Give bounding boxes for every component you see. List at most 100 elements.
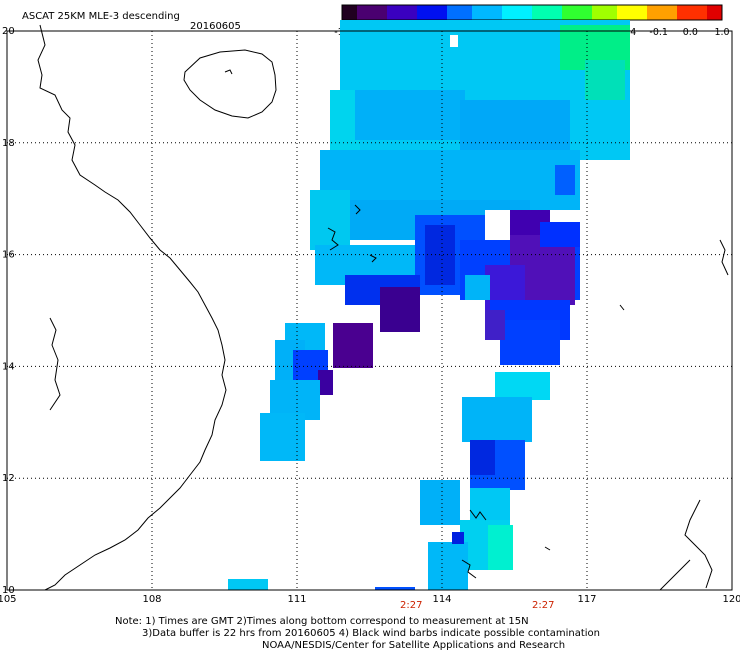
colorbar-swatch <box>687 5 693 20</box>
lat-tick-label: 12 <box>2 473 15 484</box>
island <box>461 559 477 579</box>
footnote-line-2: 3)Data buffer is 22 hrs from 20160605 4)… <box>142 628 600 639</box>
colorbar-swatch <box>407 5 413 20</box>
colorbar-swatch <box>382 5 388 20</box>
colorbar-swatch <box>712 5 718 20</box>
colorbar-swatch <box>542 5 548 20</box>
island <box>369 254 377 263</box>
colorbar-swatch <box>567 5 573 20</box>
swath-cell <box>585 60 625 100</box>
swath-cell <box>310 190 350 250</box>
colorbar-swatch <box>582 5 588 20</box>
colorbar-swatch <box>372 5 378 20</box>
swath-cell <box>500 320 560 365</box>
swath-cell <box>452 532 464 544</box>
swath-cell <box>555 165 575 195</box>
colorbar-swatch <box>702 5 708 20</box>
swath-cell <box>465 275 490 300</box>
map-area: 105 108 111 114 117 120 20 18 16 14 12 10 2:27 2:2… <box>0 20 740 611</box>
coastline-hainan <box>183 49 277 119</box>
swath-cell <box>260 413 305 461</box>
colorbar-swatch <box>427 5 433 20</box>
lat-tick-label: 18 <box>2 138 15 149</box>
lon-tick-label: 114 <box>432 594 451 605</box>
colorbar-swatch <box>357 5 363 20</box>
lon-tick-label: 108 <box>142 594 161 605</box>
swath-cell <box>462 397 532 442</box>
colorbar-swatch <box>527 5 533 20</box>
lat-tick-label: 20 <box>2 26 15 37</box>
swath-cell <box>460 100 570 150</box>
swath-cell <box>428 542 468 590</box>
colorbar-swatch <box>467 5 473 20</box>
colorbar-swatch <box>587 5 593 20</box>
colorbar-swatch <box>592 5 598 20</box>
colorbar-swatch <box>602 5 608 20</box>
coastline-vietnam <box>37 24 227 591</box>
swath-cell <box>228 579 268 590</box>
colorbar-swatch <box>607 5 613 20</box>
wind-speed-swath <box>228 20 630 590</box>
swath-cell <box>470 440 495 475</box>
product-title: ASCAT 25KM MLE-3 descending <box>22 11 180 22</box>
gridlines <box>7 31 732 590</box>
colorbar-tick-label: -0.1 <box>649 27 668 38</box>
colorbar-swatch <box>522 5 528 20</box>
colorbar-swatch <box>617 5 623 20</box>
colorbar-swatch <box>632 5 638 20</box>
colorbar-swatch <box>502 5 508 20</box>
latitude-labels: 20 18 16 14 12 10 <box>2 26 15 596</box>
colorbar-swatch <box>652 5 658 20</box>
colorbar-swatch <box>637 5 643 20</box>
colorbar-swatch <box>672 5 678 20</box>
swath-gap <box>450 35 458 47</box>
island <box>327 227 339 251</box>
colorbar-swatch <box>707 5 713 20</box>
colorbar-swatch <box>572 5 578 20</box>
colorbar-swatch <box>432 5 438 20</box>
island <box>469 509 487 521</box>
coastline-palawan <box>684 499 713 589</box>
footnote-line-3: NOAA/NESDIS/Center for Satellite Applica… <box>262 640 565 650</box>
swath-cell <box>375 587 415 590</box>
swath-cell <box>495 372 550 400</box>
colorbar-swatch <box>597 5 603 20</box>
colorbar-swatch <box>547 5 553 20</box>
colorbar-swatch <box>682 5 688 20</box>
colorbar-swatch <box>452 5 458 20</box>
colorbar-swatch <box>402 5 408 20</box>
colorbar-swatch <box>697 5 703 20</box>
longitude-labels: 105 108 111 114 117 120 <box>0 594 740 605</box>
colorbar-swatch <box>462 5 468 20</box>
colorbar-swatch <box>362 5 368 20</box>
colorbar-swatch <box>657 5 663 20</box>
swath-cell <box>355 90 465 140</box>
colorbar-swatch <box>492 5 498 20</box>
swath-cell <box>380 287 420 332</box>
colorbar-swatch <box>512 5 518 20</box>
colorbar-swatch <box>647 5 653 20</box>
product-date: 20160605 <box>190 21 241 32</box>
colorbar-swatch <box>532 5 538 20</box>
colorbar-swatch <box>642 5 648 20</box>
colorbar-swatch <box>347 5 353 20</box>
coastline <box>37 24 729 591</box>
colorbar-swatch <box>622 5 628 20</box>
coastline-borneo <box>659 559 691 591</box>
colorbar-swatch <box>342 5 348 20</box>
colorbar-swatch <box>477 5 483 20</box>
lat-tick-label: 10 <box>2 585 15 596</box>
colorbar-swatch <box>352 5 358 20</box>
colorbar-swatch <box>447 5 453 20</box>
swath-cell <box>485 310 505 340</box>
swath-cell <box>333 323 373 368</box>
colorbar-swatch <box>517 5 523 20</box>
lon-tick-label: 111 <box>287 594 306 605</box>
lon-tick-label: 120 <box>722 594 740 605</box>
colorbar-swatch <box>422 5 428 20</box>
colorbar-swatch <box>417 5 423 20</box>
swath-cell <box>540 222 580 247</box>
colorbar-swatch <box>387 5 393 20</box>
colorbar-swatch <box>377 5 383 20</box>
